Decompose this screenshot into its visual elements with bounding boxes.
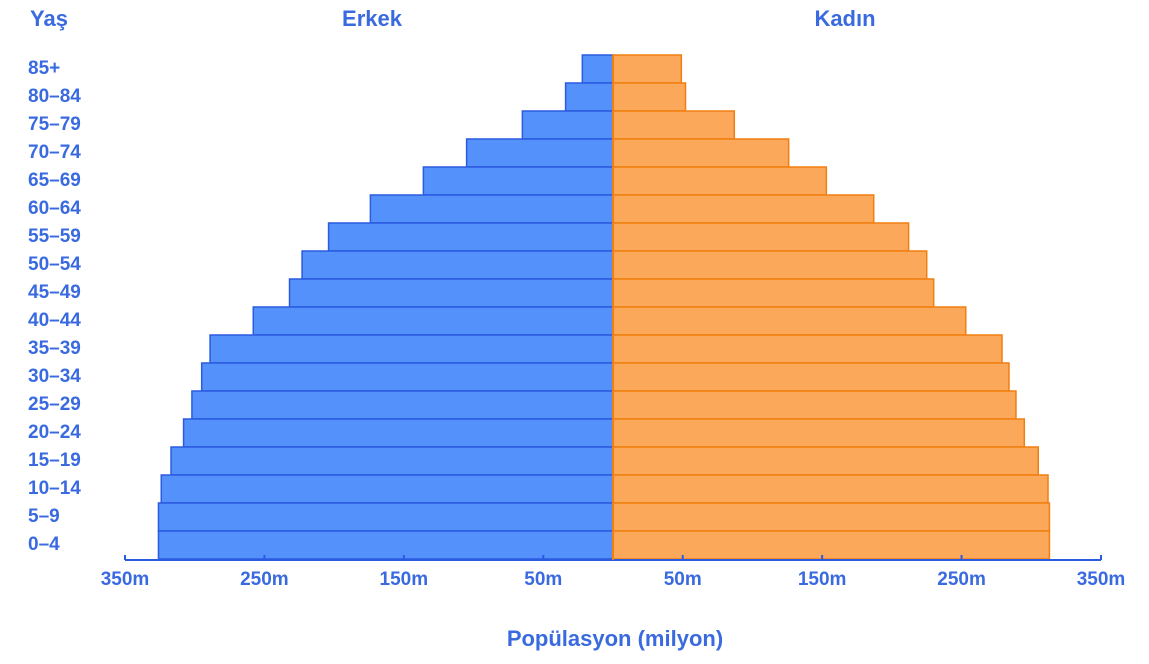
bar — [612, 54, 683, 84]
bar — [612, 194, 875, 224]
bar — [182, 418, 614, 448]
bar — [612, 418, 1026, 448]
bar — [612, 390, 1017, 420]
bar — [612, 82, 687, 112]
y-tick-label: 85+ — [28, 58, 60, 79]
bar — [612, 362, 1010, 392]
legend-entry: Kadın — [814, 6, 875, 31]
bar — [369, 194, 614, 224]
y-tick-label: 20–24 — [28, 422, 81, 443]
x-tick-label: 250m — [937, 569, 986, 590]
x-tick-label: 50m — [524, 569, 562, 590]
y-tick-label: 35–39 — [28, 338, 81, 359]
bar — [612, 278, 935, 308]
y-tick-label: 70–74 — [28, 142, 81, 163]
bar — [612, 306, 967, 336]
y-axis-title: Yaş — [30, 6, 68, 31]
bar — [612, 138, 790, 168]
y-tick-label: 65–69 — [28, 170, 81, 191]
bar — [327, 222, 614, 252]
x-tick-label: 250m — [240, 569, 289, 590]
x-tick-label: 50m — [664, 569, 702, 590]
bar — [422, 166, 614, 196]
bar — [521, 110, 614, 140]
bar — [252, 306, 614, 336]
bar — [564, 82, 614, 112]
y-tick-label: 15–19 — [28, 450, 81, 471]
bar — [288, 278, 614, 308]
y-tick-label: 10–14 — [28, 478, 81, 499]
y-tick-label: 80–84 — [28, 86, 81, 107]
y-tick-label: 45–49 — [28, 282, 81, 303]
y-tick-label: 30–34 — [28, 366, 81, 387]
bar — [612, 502, 1051, 532]
bar — [612, 166, 828, 196]
y-tick-label: 40–44 — [28, 310, 81, 331]
y-tick-label: 0–4 — [28, 534, 60, 555]
bar — [465, 138, 614, 168]
legend-entry: Erkek — [342, 6, 403, 31]
y-tick-label: 60–64 — [28, 198, 81, 219]
bar — [200, 362, 614, 392]
bar — [170, 446, 614, 476]
y-tick-label: 25–29 — [28, 394, 81, 415]
bar — [581, 54, 614, 84]
bar — [612, 474, 1049, 504]
x-tick-label: 150m — [380, 569, 429, 590]
y-tick-label: 75–79 — [28, 114, 81, 135]
y-tick-label: 50–54 — [28, 254, 81, 275]
bar — [191, 390, 614, 420]
bar — [160, 474, 614, 504]
bar — [612, 110, 736, 140]
bar — [612, 250, 928, 280]
x-tick-label: 150m — [798, 569, 847, 590]
bar — [209, 334, 614, 364]
bar — [612, 334, 1003, 364]
bar — [612, 222, 910, 252]
bar — [301, 250, 614, 280]
y-tick-label: 5–9 — [28, 506, 60, 527]
y-tick-label: 55–59 — [28, 226, 81, 247]
x-tick-label: 350m — [1077, 569, 1126, 590]
bar — [157, 530, 614, 560]
x-tick-label: 350m — [101, 569, 150, 590]
bar — [612, 446, 1040, 476]
x-axis-title: Popülasyon (milyon) — [507, 626, 723, 651]
bar — [157, 502, 614, 532]
bar — [612, 530, 1051, 560]
